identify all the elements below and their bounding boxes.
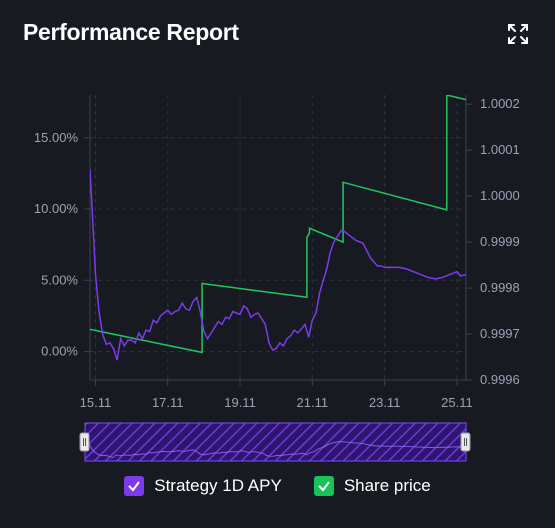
legend: Strategy 1D APY Share price <box>0 476 555 496</box>
y-right-tick-label: 1.0002 <box>480 96 520 111</box>
chart: 0.00% 5.00% 10.00% 15.00% 0.9996 0.9997 0.999… <box>34 95 520 462</box>
y-right-tick-label: 0.9997 <box>480 326 520 341</box>
range-navigator[interactable] <box>79 422 471 462</box>
y-right-tick-label: 0.9999 <box>480 234 520 249</box>
y-right-tick-label: 0.9998 <box>480 280 520 295</box>
x-tick-label: 19.11 <box>224 395 256 410</box>
x-tick-label: 17.11 <box>152 395 184 410</box>
x-tick-label: 23.11 <box>369 395 401 410</box>
x-tick-label: 21.11 <box>297 395 329 410</box>
navigator-selection[interactable] <box>84 422 467 462</box>
y-left-tick-label: 5.00% <box>41 272 78 287</box>
navigator-handle-left[interactable] <box>79 432 90 452</box>
y-right-tick-label: 0.9996 <box>480 372 520 387</box>
checkbox-checked-icon[interactable] <box>124 476 145 496</box>
checkbox-checked-icon[interactable] <box>313 476 334 496</box>
page-title: Performance Report <box>23 19 239 45</box>
x-tick-label: 15.11 <box>80 395 112 410</box>
navigator-handle-right[interactable] <box>460 432 471 452</box>
y-left-tick-label: 15.00% <box>34 130 79 145</box>
x-tick-label: 25.11 <box>441 395 473 410</box>
strategy-apy-line <box>90 169 466 361</box>
navigator-strategy-line <box>84 433 467 459</box>
legend-label: Share price <box>343 476 431 495</box>
y-right-tick-label: 1.0000 <box>480 188 520 203</box>
y-left-tick-label: 0.00% <box>41 344 78 359</box>
legend-item-share-price[interactable]: Share price <box>313 476 431 496</box>
y-right-tick-label: 1.0001 <box>480 142 520 157</box>
expand-icon <box>508 24 528 44</box>
grid <box>90 95 466 380</box>
share-price-line <box>90 95 466 354</box>
y-left-tick-label: 10.00% <box>34 201 79 216</box>
legend-label: Strategy 1D APY <box>154 476 282 495</box>
expand-button[interactable] <box>506 22 530 46</box>
legend-item-strategy-apy[interactable]: Strategy 1D APY <box>124 476 282 496</box>
